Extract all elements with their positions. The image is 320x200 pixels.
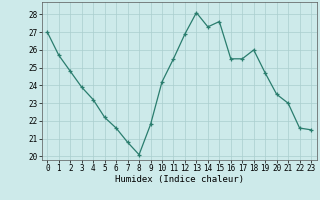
X-axis label: Humidex (Indice chaleur): Humidex (Indice chaleur): [115, 175, 244, 184]
